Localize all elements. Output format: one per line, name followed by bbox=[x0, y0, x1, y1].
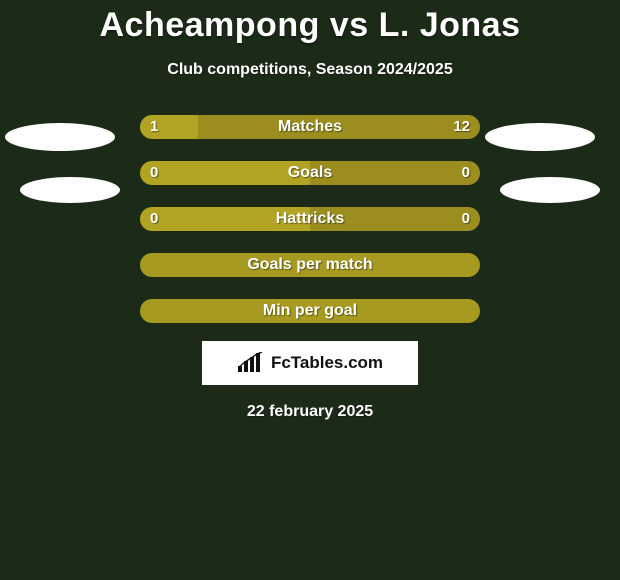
comparison-stack: Matches112Goals00Hattricks00Goals per ma… bbox=[140, 115, 480, 323]
player-badge-ellipse bbox=[20, 177, 120, 203]
bar-right-segment bbox=[310, 207, 480, 231]
attribution-badge: FcTables.com bbox=[202, 341, 418, 385]
attribution-text: FcTables.com bbox=[271, 353, 383, 373]
stat-bar: Hattricks00 bbox=[140, 207, 480, 231]
bar-left-segment bbox=[140, 115, 198, 139]
bar-left-segment bbox=[140, 253, 480, 277]
bar-right-segment bbox=[310, 161, 480, 185]
bar-right-segment bbox=[198, 115, 480, 139]
player-badge-ellipse bbox=[5, 123, 115, 151]
bar-value-left: 1 bbox=[150, 115, 158, 139]
stat-bar: Matches112 bbox=[140, 115, 480, 139]
bar-value-right: 12 bbox=[453, 115, 470, 139]
bars-icon bbox=[237, 352, 267, 374]
bar-value-right: 0 bbox=[462, 161, 470, 185]
bar-left-segment bbox=[140, 299, 480, 323]
player-badge-ellipse bbox=[500, 177, 600, 203]
stat-bar: Goals00 bbox=[140, 161, 480, 185]
bar-left-segment bbox=[140, 161, 310, 185]
stat-bar: Min per goal bbox=[140, 299, 480, 323]
bar-left-segment bbox=[140, 207, 310, 231]
player-badge-ellipse bbox=[485, 123, 595, 151]
snapshot-date: 22 february 2025 bbox=[0, 403, 620, 421]
subtitle: Club competitions, Season 2024/2025 bbox=[0, 61, 620, 79]
bar-value-left: 0 bbox=[150, 161, 158, 185]
page-title: Acheampong vs L. Jonas bbox=[0, 0, 620, 45]
bar-value-left: 0 bbox=[150, 207, 158, 231]
bar-value-right: 0 bbox=[462, 207, 470, 231]
stat-bar: Goals per match bbox=[140, 253, 480, 277]
